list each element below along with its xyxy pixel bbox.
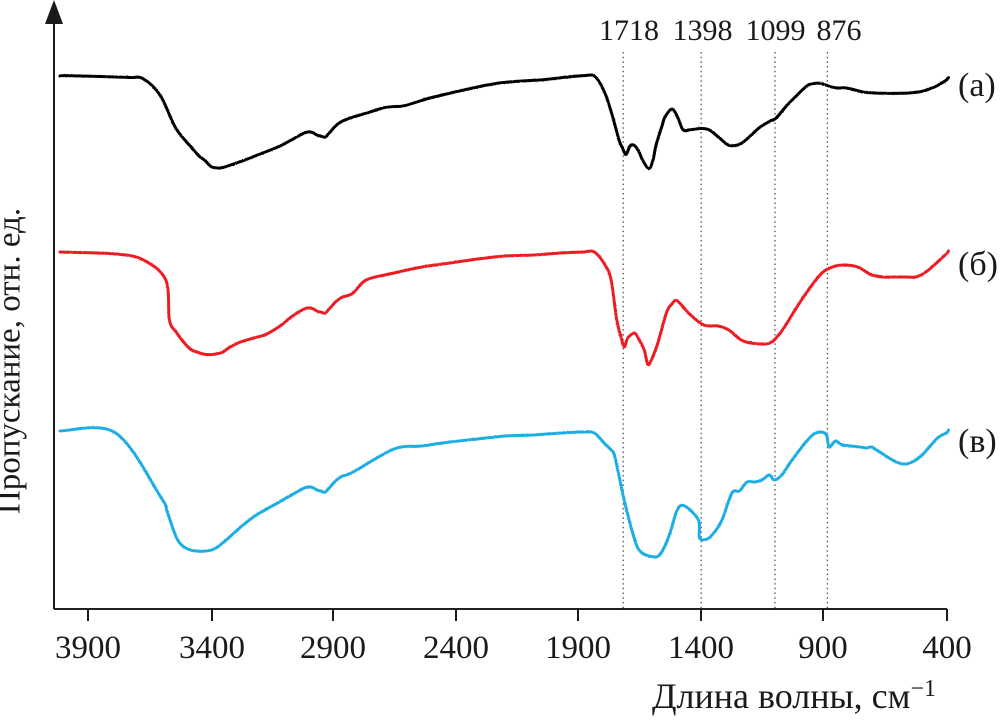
svg-text:1400: 1400 [668, 630, 734, 666]
svg-text:1718: 1718 [599, 14, 659, 47]
svg-text:1099: 1099 [746, 14, 806, 47]
svg-text:2900: 2900 [300, 630, 366, 666]
svg-text:900: 900 [798, 630, 848, 666]
svg-text:Длина волны, см−1: Длина волны, см−1 [652, 676, 936, 716]
svg-text:1398: 1398 [673, 14, 733, 47]
svg-text:876: 876 [817, 14, 862, 47]
svg-text:2400: 2400 [423, 630, 489, 666]
svg-text:400: 400 [922, 630, 972, 666]
svg-text:(a): (a) [958, 67, 996, 104]
svg-text:(б): (б) [958, 246, 998, 283]
svg-text:3900: 3900 [55, 630, 121, 666]
svg-text:(в): (в) [958, 423, 997, 460]
svg-text:3400: 3400 [179, 630, 245, 666]
svg-text:1900: 1900 [545, 630, 611, 666]
